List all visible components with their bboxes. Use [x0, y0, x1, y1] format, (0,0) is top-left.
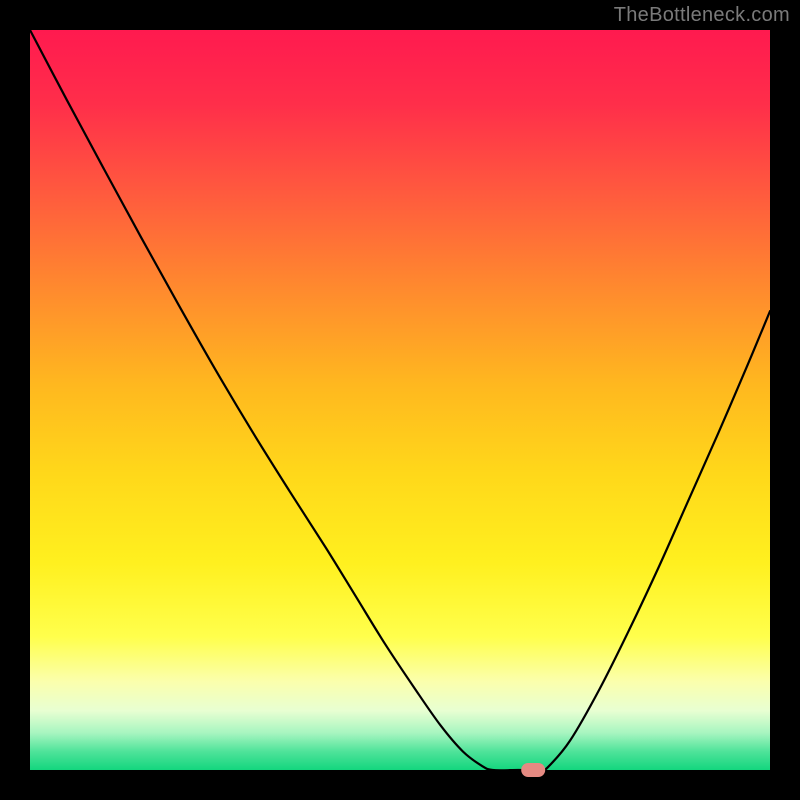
- bottleneck-chart: [0, 0, 800, 800]
- chart-container: TheBottleneck.com: [0, 0, 800, 800]
- plot-area: [30, 30, 770, 770]
- optimal-marker: [521, 763, 545, 777]
- watermark-text: TheBottleneck.com: [614, 4, 790, 27]
